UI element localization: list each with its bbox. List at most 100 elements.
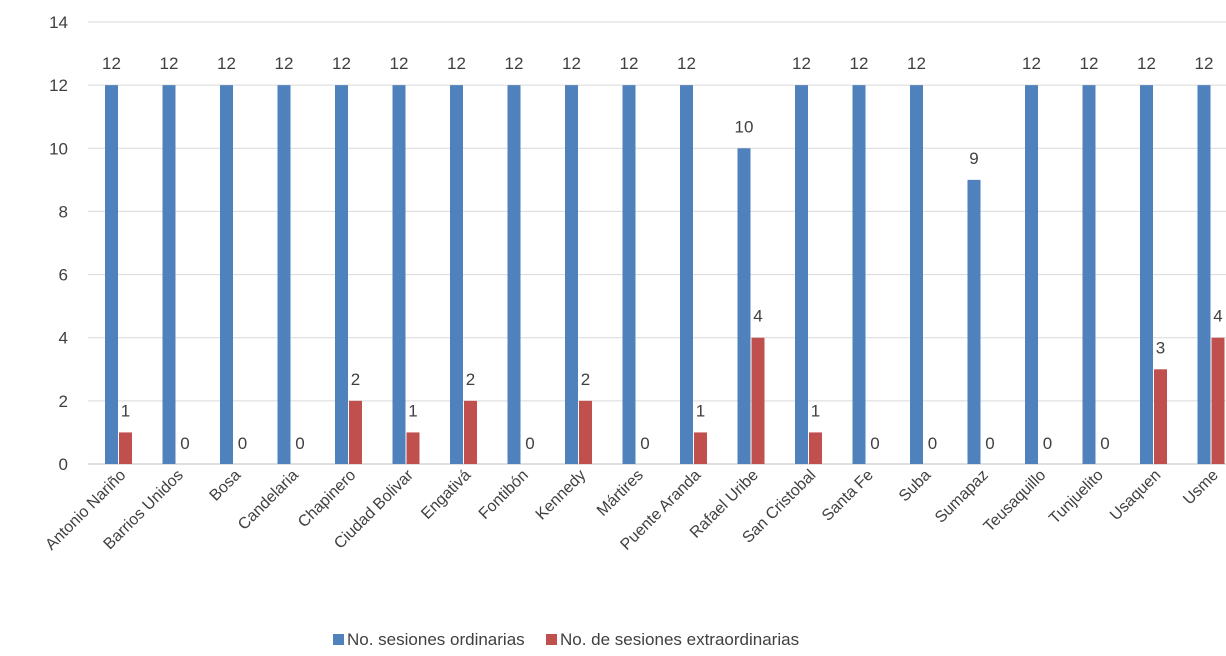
bar-ordinarias [335,85,348,465]
data-label: 0 [295,434,304,453]
category-label: Usaquen [1107,467,1164,524]
data-label: 12 [332,54,351,73]
bar-ordinarias [162,85,176,465]
data-label: 12 [620,54,639,73]
bar-extraordinarias [1211,337,1225,464]
bar-ordinarias [450,85,463,465]
data-label: 2 [466,370,475,389]
bar-extraordinarias [119,432,132,464]
data-label: 0 [870,434,879,453]
y-axis-tick-labels: 0 2 4 6 8 10 12 14 [49,13,68,474]
bar-ordinarias [795,85,808,465]
data-label: 12 [1022,54,1041,73]
gridlines [88,21,1226,465]
bar-ordinarias [105,85,118,465]
bar-extraordinarias [751,337,765,464]
data-label: 9 [969,149,978,168]
category-label: Bosa [207,467,245,505]
data-label: 0 [1043,434,1052,453]
bar-ordinarias [507,85,521,465]
bar-extraordinarias [694,432,707,464]
data-label: 12 [505,54,524,73]
bars [105,85,1225,465]
data-label: 4 [753,307,762,326]
category-label: Engativá [418,467,474,523]
data-label: 12 [1080,54,1099,73]
y-tick-label: 14 [49,13,68,32]
data-label: 12 [1195,54,1214,73]
data-label: 12 [102,54,121,73]
data-label: 12 [562,54,581,73]
y-tick-label: 0 [59,455,68,474]
category-label: Suba [896,467,935,506]
data-label: 12 [447,54,466,73]
data-label: 12 [850,54,869,73]
category-label: Mártires [594,467,647,520]
data-label: 12 [907,54,926,73]
data-label: 2 [351,370,360,389]
data-label: 1 [811,401,820,420]
data-label: 10 [735,117,754,136]
legend-label: No. sesiones ordinarias [347,630,525,649]
bar-ordinarias [737,148,751,465]
bar-ordinarias [852,85,866,465]
data-label: 12 [1137,54,1156,73]
legend-swatch [333,634,344,645]
bar-ordinarias [1025,85,1038,465]
y-tick-label: 12 [49,76,68,95]
bar-extraordinarias [1154,369,1167,464]
bar-extraordinarias [579,400,592,464]
bar-extraordinarias [349,400,362,464]
category-label: Santa Fe [819,467,877,525]
category-label: Usme [1180,467,1222,509]
category-label: Sumapaz [932,467,992,527]
data-label: 12 [792,54,811,73]
data-label: 2 [581,370,590,389]
data-label: 12 [677,54,696,73]
category-label: Tunjuelito [1046,467,1107,528]
legend-label: No. de sesiones extraordinarias [560,630,799,649]
bar-ordinarias [622,85,636,465]
category-label: Fontibón [476,467,532,523]
data-label: 1 [121,401,130,420]
bar-extraordinarias [406,432,420,464]
y-tick-label: 8 [59,202,68,221]
y-tick-label: 4 [59,329,68,348]
y-tick-label: 6 [59,266,68,285]
data-label: 4 [1213,307,1222,326]
data-label: 0 [238,434,247,453]
bar-ordinarias [277,85,291,465]
bar-ordinarias [1140,85,1153,465]
bar-ordinarias [910,85,923,465]
bar-extraordinarias [809,432,822,464]
data-label: 12 [160,54,179,73]
data-label: 0 [928,434,937,453]
legend-swatch [546,634,557,645]
legend: No. sesiones ordinarias No. de sesiones e… [333,630,799,649]
bar-ordinarias [1197,85,1211,465]
data-label: 0 [640,434,649,453]
data-label: 12 [275,54,294,73]
category-label: Candelaria [235,467,302,534]
data-label: 0 [525,434,534,453]
data-label: 0 [985,434,994,453]
bar-ordinarias [680,85,693,465]
bar-ordinarias [392,85,406,465]
data-label: 0 [180,434,189,453]
data-label: 12 [390,54,409,73]
data-label: 1 [408,401,417,420]
bar-ordinarias [967,179,981,464]
y-tick-label: 10 [49,139,68,158]
y-tick-label: 2 [59,392,68,411]
category-label: Teusaquillo [981,467,1050,536]
data-label: 3 [1156,338,1165,357]
bar-ordinarias [565,85,578,465]
bar-ordinarias [1082,85,1096,465]
bar-extraordinarias [464,400,477,464]
data-label: 1 [696,401,705,420]
data-label: 12 [217,54,236,73]
data-label: 0 [1100,434,1109,453]
